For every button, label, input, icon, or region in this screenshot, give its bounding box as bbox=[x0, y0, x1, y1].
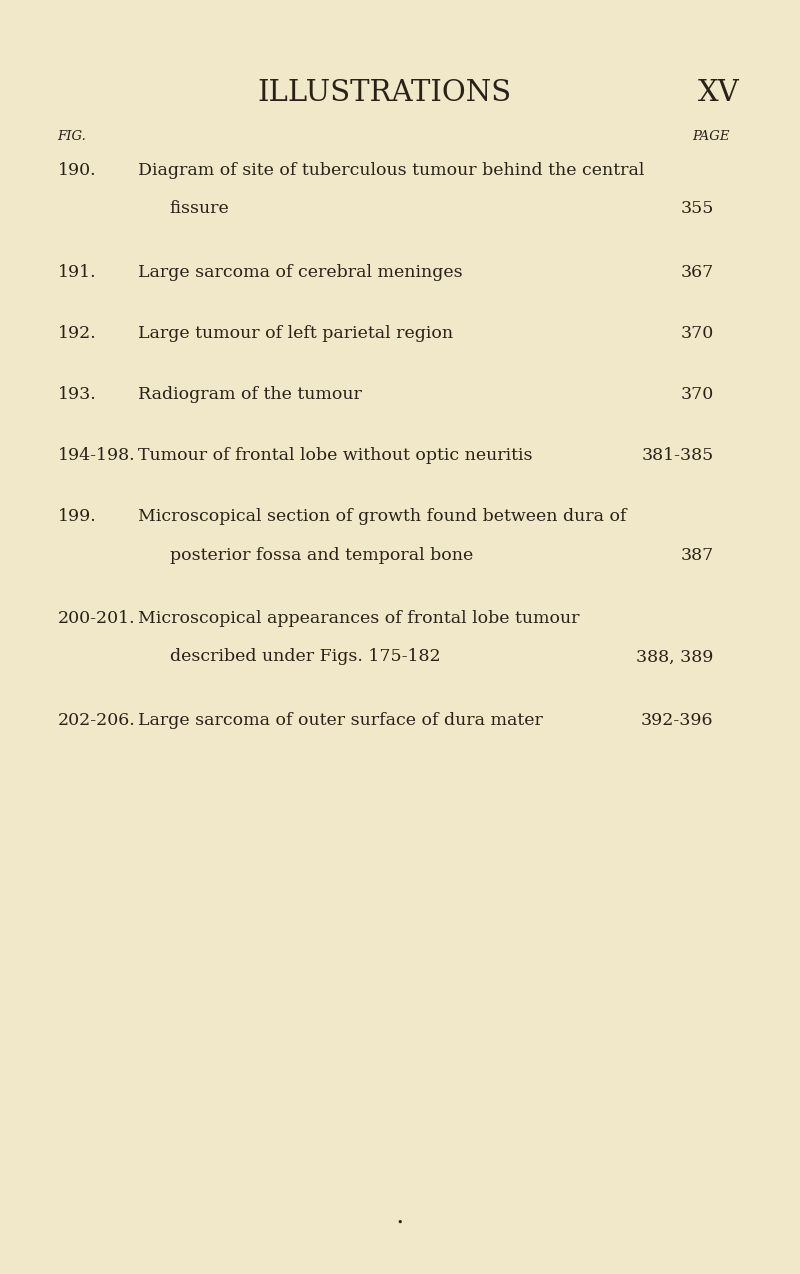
Text: Radiogram of the tumour: Radiogram of the tumour bbox=[138, 386, 362, 403]
Text: Large sarcoma of outer surface of dura mater: Large sarcoma of outer surface of dura m… bbox=[138, 712, 542, 729]
Text: 370: 370 bbox=[680, 325, 714, 341]
Text: FIG.: FIG. bbox=[58, 130, 86, 143]
Text: 392-396: 392-396 bbox=[641, 712, 714, 729]
Text: 370: 370 bbox=[680, 386, 714, 403]
Text: 194-198.: 194-198. bbox=[58, 447, 135, 464]
Text: ILLUSTRATIONS: ILLUSTRATIONS bbox=[257, 79, 511, 107]
Text: Tumour of frontal lobe without optic neuritis: Tumour of frontal lobe without optic neu… bbox=[138, 447, 532, 464]
Text: 367: 367 bbox=[680, 264, 714, 280]
Text: fissure: fissure bbox=[170, 200, 230, 217]
Text: posterior fossa and temporal bone: posterior fossa and temporal bone bbox=[170, 547, 473, 563]
Text: Large sarcoma of cerebral meninges: Large sarcoma of cerebral meninges bbox=[138, 264, 462, 280]
Text: Microscopical section of growth found between dura of: Microscopical section of growth found be… bbox=[138, 508, 626, 525]
Text: 190.: 190. bbox=[58, 162, 96, 178]
Text: PAGE: PAGE bbox=[692, 130, 730, 143]
Text: Microscopical appearances of frontal lobe tumour: Microscopical appearances of frontal lob… bbox=[138, 610, 579, 627]
Text: described under Figs. 175-182: described under Figs. 175-182 bbox=[170, 648, 440, 665]
Text: 200-201.: 200-201. bbox=[58, 610, 135, 627]
Text: •: • bbox=[397, 1218, 403, 1228]
Text: 388, 389: 388, 389 bbox=[636, 648, 714, 665]
Text: 192.: 192. bbox=[58, 325, 96, 341]
Text: XV: XV bbox=[698, 79, 739, 107]
Text: 202-206.: 202-206. bbox=[58, 712, 135, 729]
Text: 355: 355 bbox=[680, 200, 714, 217]
Text: Diagram of site of tuberculous tumour behind the central: Diagram of site of tuberculous tumour be… bbox=[138, 162, 644, 178]
Text: 193.: 193. bbox=[58, 386, 96, 403]
Text: 199.: 199. bbox=[58, 508, 96, 525]
Text: 381-385: 381-385 bbox=[642, 447, 714, 464]
Text: 387: 387 bbox=[680, 547, 714, 563]
Text: Large tumour of left parietal region: Large tumour of left parietal region bbox=[138, 325, 453, 341]
Text: 191.: 191. bbox=[58, 264, 96, 280]
